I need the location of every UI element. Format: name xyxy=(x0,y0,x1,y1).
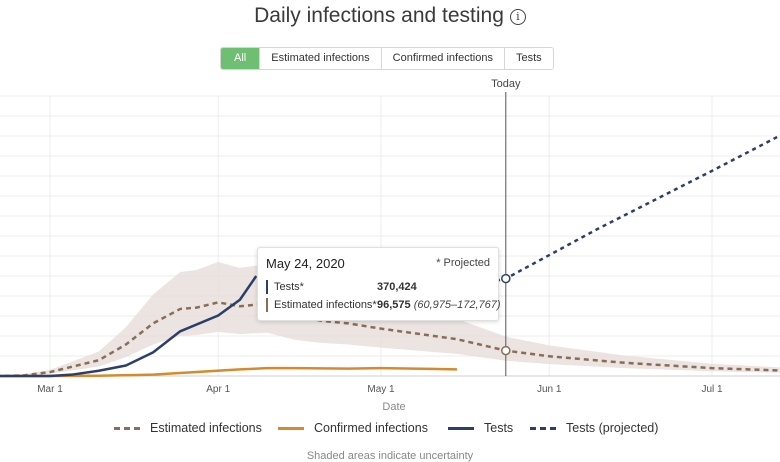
legend-label: Confirmed infections xyxy=(314,421,428,435)
tooltip-date: May 24, 2020 xyxy=(266,256,345,271)
legend-estimated-infections[interactable]: Estimated infections xyxy=(114,421,262,435)
info-icon[interactable]: i xyxy=(509,9,526,25)
series-tests xyxy=(0,275,258,378)
today-label: Today xyxy=(491,78,521,90)
hover-tooltip: May 24, 2020 * Projected Tests* 370,424 … xyxy=(257,247,501,321)
chart-title-text: Daily infections and testing xyxy=(254,4,504,27)
tooltip-est-value: 96,575 xyxy=(377,299,411,311)
legend-swatch xyxy=(448,426,474,430)
tooltip-est-range: (60,975–172,767) xyxy=(413,299,501,311)
x-tick-label: Jul 1 xyxy=(701,384,723,395)
legend-label: Tests (projected) xyxy=(566,421,659,435)
x-tick-label: May 1 xyxy=(367,384,395,395)
legend-label: Estimated infections xyxy=(150,421,262,435)
tab-confirmed-infections[interactable]: Confirmed infections xyxy=(380,48,504,69)
tab-tests[interactable]: Tests xyxy=(503,48,553,69)
x-tick-label: Mar 1 xyxy=(37,384,63,395)
tooltip-tests-label: Tests* xyxy=(274,281,304,293)
legend-swatch xyxy=(114,426,140,430)
tooltip-row-tests: Tests* 370,424 xyxy=(266,280,417,294)
tab-estimated-infections[interactable]: Estimated infections xyxy=(259,48,381,69)
x-axis-label: Date xyxy=(382,401,405,413)
today-markers xyxy=(501,273,511,356)
legend-label: Tests xyxy=(484,421,514,435)
legend-confirmed-infections[interactable]: Confirmed infections xyxy=(278,421,428,435)
legend-tests-projected[interactable]: Tests (projected) xyxy=(530,421,658,435)
tooltip-projected-note: * Projected xyxy=(436,257,490,269)
marker-tests-today xyxy=(501,273,511,284)
x-axis-ticks: Mar 1 Apr 1 May 1 Jun 1 Jul 1 xyxy=(37,384,723,395)
tooltip-tests-value: 370,424 xyxy=(377,281,417,293)
tab-all[interactable]: All xyxy=(221,48,260,69)
chart-title: Daily infections and testing i xyxy=(0,4,780,28)
legend-swatch xyxy=(278,426,304,430)
series-confirmed-infections xyxy=(0,366,457,378)
x-tick-label: Jun 1 xyxy=(537,384,562,395)
legend-swatch xyxy=(530,426,556,430)
tooltip-est-label: Estimated infections* xyxy=(274,299,377,311)
view-tabs: All Estimated infections Confirmed infec… xyxy=(220,47,554,70)
tooltip-est-value-wrap: 96,575 (60,975–172,767) xyxy=(377,298,501,312)
x-tick-label: Apr 1 xyxy=(206,384,230,395)
legend-tests[interactable]: Tests xyxy=(448,421,513,435)
footnote: Shaded areas indicate uncertainty xyxy=(306,450,474,462)
marker-estimated-today xyxy=(501,345,511,356)
chart-plot[interactable]: Mar 1 Apr 1 May 1 Jun 1 Jul 1 Today Date xyxy=(0,0,780,420)
tooltip-row-estimated: Estimated infections* 96,575 (60,975–172… xyxy=(266,298,501,312)
